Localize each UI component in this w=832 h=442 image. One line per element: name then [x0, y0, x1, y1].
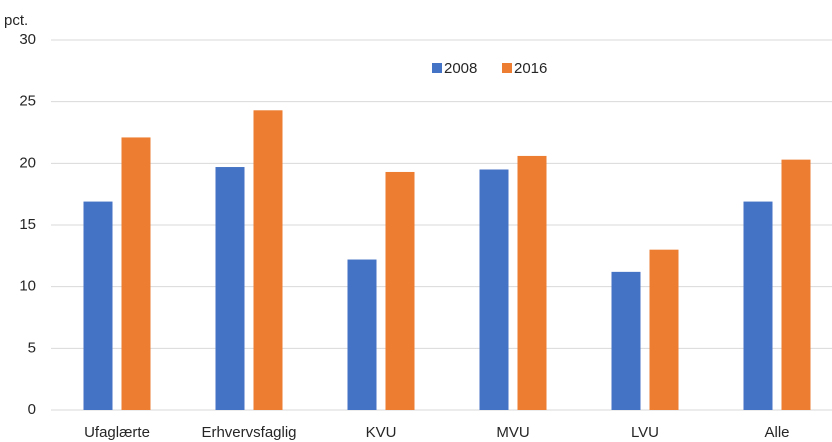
legend-swatch — [432, 63, 442, 73]
y-axis-label: pct. — [4, 12, 28, 29]
y-tick-label: 0 — [28, 401, 36, 418]
y-tick-label: 25 — [19, 93, 36, 110]
y-tick-label: 30 — [19, 31, 36, 48]
y-tick-label: 5 — [28, 339, 36, 356]
y-tick-label: 10 — [19, 278, 36, 295]
bar — [781, 159, 811, 410]
bar — [649, 249, 679, 410]
x-tick-label: LVU — [631, 424, 659, 441]
bar — [743, 201, 773, 410]
legend-label: 2016 — [514, 60, 547, 77]
x-tick-label: MVU — [496, 424, 529, 441]
legend-label: 2008 — [444, 60, 477, 77]
bar — [517, 155, 547, 410]
bar — [83, 201, 113, 410]
bar — [385, 171, 415, 410]
bar — [121, 137, 151, 410]
x-tick-label: Alle — [764, 424, 789, 441]
bar — [347, 259, 377, 410]
x-tick-label: Erhvervsfaglig — [201, 424, 296, 441]
x-tick-label: KVU — [366, 424, 397, 441]
bar — [611, 271, 641, 410]
legend-swatch — [502, 63, 512, 73]
bar — [253, 110, 283, 411]
y-tick-label: 20 — [19, 154, 36, 171]
x-tick-label: Ufaglærte — [84, 424, 150, 441]
bar — [215, 167, 245, 410]
bar — [479, 169, 509, 410]
y-tick-label: 15 — [19, 216, 36, 233]
